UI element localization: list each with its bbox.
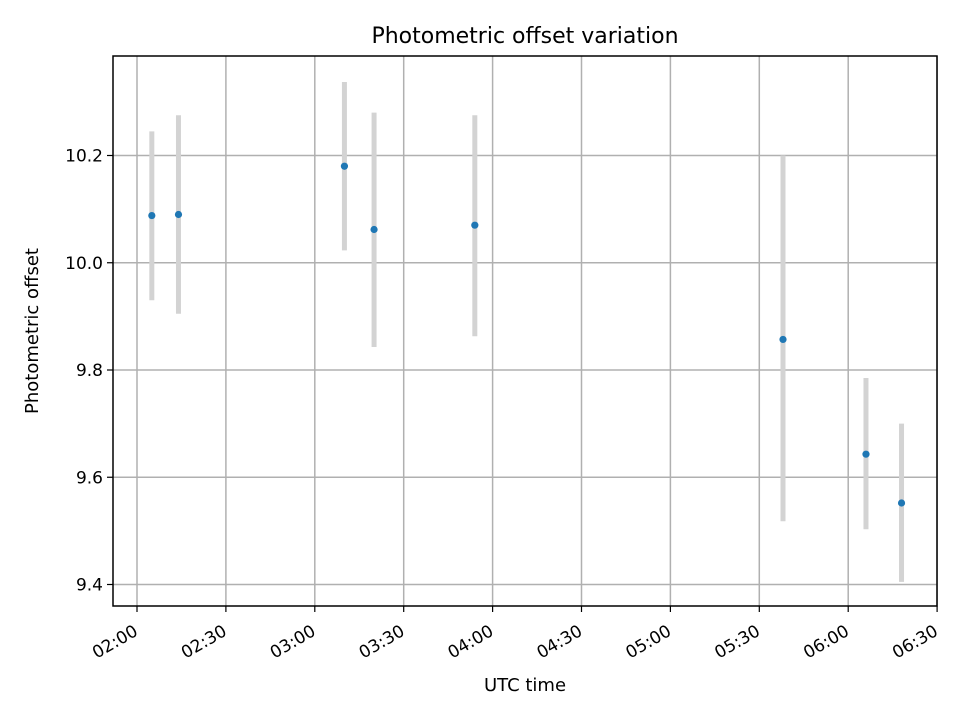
x-tick-label: 02:30 <box>178 621 230 663</box>
x-tick-label: 04:30 <box>534 621 586 663</box>
x-tick-label: 06:00 <box>800 621 852 663</box>
data-point <box>174 210 183 219</box>
data-points <box>148 162 906 507</box>
data-point <box>779 335 787 344</box>
errorbars <box>149 82 905 582</box>
y-tick-label: 9.6 <box>76 468 103 488</box>
x-tick-label: 03:00 <box>267 621 319 663</box>
x-axis-label: UTC time <box>484 675 566 696</box>
x-tick-label: 02:00 <box>89 621 141 663</box>
x-axis-ticks: 02:00 02:30 03:00 03:30 04:00 04:30 05:00 05:30… <box>89 606 942 663</box>
x-tick-label: 04:00 <box>445 621 497 663</box>
y-tick-label: 10.2 <box>65 147 103 167</box>
x-tick-label: 05:30 <box>711 621 763 663</box>
data-point <box>340 162 349 170</box>
chart-title: Photometric offset variation <box>371 24 678 49</box>
data-point <box>862 450 870 458</box>
data-point <box>897 499 906 507</box>
data-point <box>148 211 156 220</box>
y-tick-label: 10.0 <box>65 254 103 274</box>
x-tick-label: 03:30 <box>356 621 408 663</box>
data-point <box>370 225 378 234</box>
y-axis-ticks: 9.4 9.6 9.8 10.0 10.2 <box>65 147 113 596</box>
y-tick-label: 9.8 <box>76 361 103 381</box>
y-axis-label: Photometric offset <box>22 248 43 414</box>
grid <box>113 56 938 606</box>
x-tick-label: 05:00 <box>622 621 674 663</box>
x-tick-label: 06:30 <box>889 621 941 663</box>
data-point <box>471 221 479 229</box>
y-tick-label: 9.4 <box>76 576 103 596</box>
plot-frame <box>112 55 938 607</box>
